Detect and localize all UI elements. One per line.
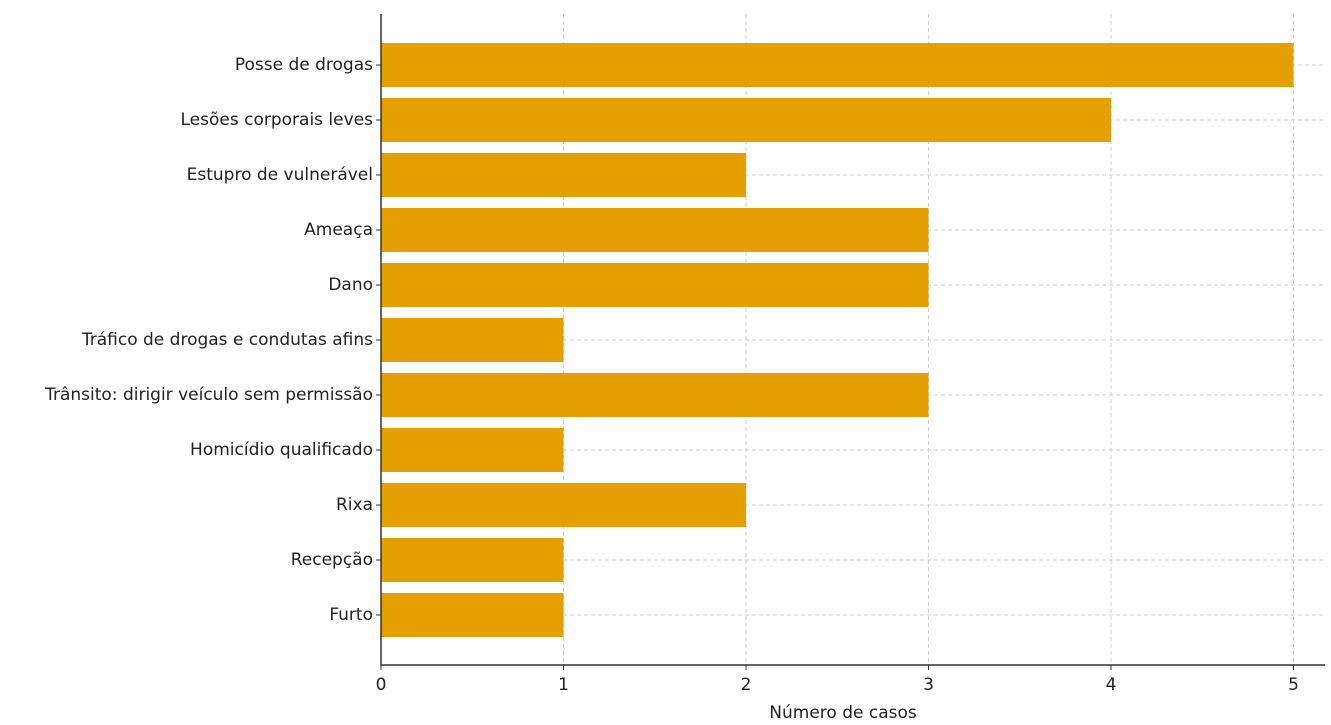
- bar: [381, 263, 929, 307]
- y-tick-label: Ameaça: [304, 220, 373, 240]
- x-tick-label: 4: [1106, 675, 1117, 695]
- y-tick-label: Rixa: [336, 495, 373, 515]
- y-tick-label: Estupro de vulnerável: [187, 165, 373, 185]
- bar: [381, 428, 564, 472]
- bar: [381, 208, 929, 252]
- y-tick-label: Posse de drogas: [235, 55, 373, 75]
- x-tick-labels: 0 1 2 3 4 5: [376, 675, 1299, 695]
- y-tick-label: Recepção: [291, 550, 373, 570]
- bar: [381, 483, 746, 527]
- bar: [381, 538, 564, 582]
- bar: [381, 593, 564, 637]
- bar: [381, 373, 929, 417]
- x-axis-title: Número de casos: [769, 703, 917, 723]
- y-tick-label: Furto: [329, 605, 373, 625]
- y-tick-label: Dano: [328, 275, 373, 295]
- x-tick-label: 3: [923, 675, 934, 695]
- y-tick-label: Lesões corporais leves: [181, 110, 374, 130]
- x-tick-label: 5: [1288, 675, 1299, 695]
- bars: [381, 43, 1294, 637]
- x-tick-label: 2: [741, 675, 752, 695]
- y-tick-labels: Posse de drogas Lesões corporais leves Est…: [44, 55, 373, 625]
- bar: [381, 153, 746, 197]
- y-tick-label: Homicídio qualificado: [190, 440, 373, 460]
- axes: [376, 14, 1325, 670]
- bar: [381, 43, 1294, 87]
- bar: [381, 98, 1111, 142]
- x-tick-label: 0: [376, 675, 387, 695]
- bar: [381, 318, 564, 362]
- y-tick-label: Trânsito: dirigir veículo sem permissão: [44, 385, 373, 405]
- y-tick-label: Tráfico de drogas e condutas afins: [81, 330, 373, 350]
- x-tick-label: 1: [558, 675, 569, 695]
